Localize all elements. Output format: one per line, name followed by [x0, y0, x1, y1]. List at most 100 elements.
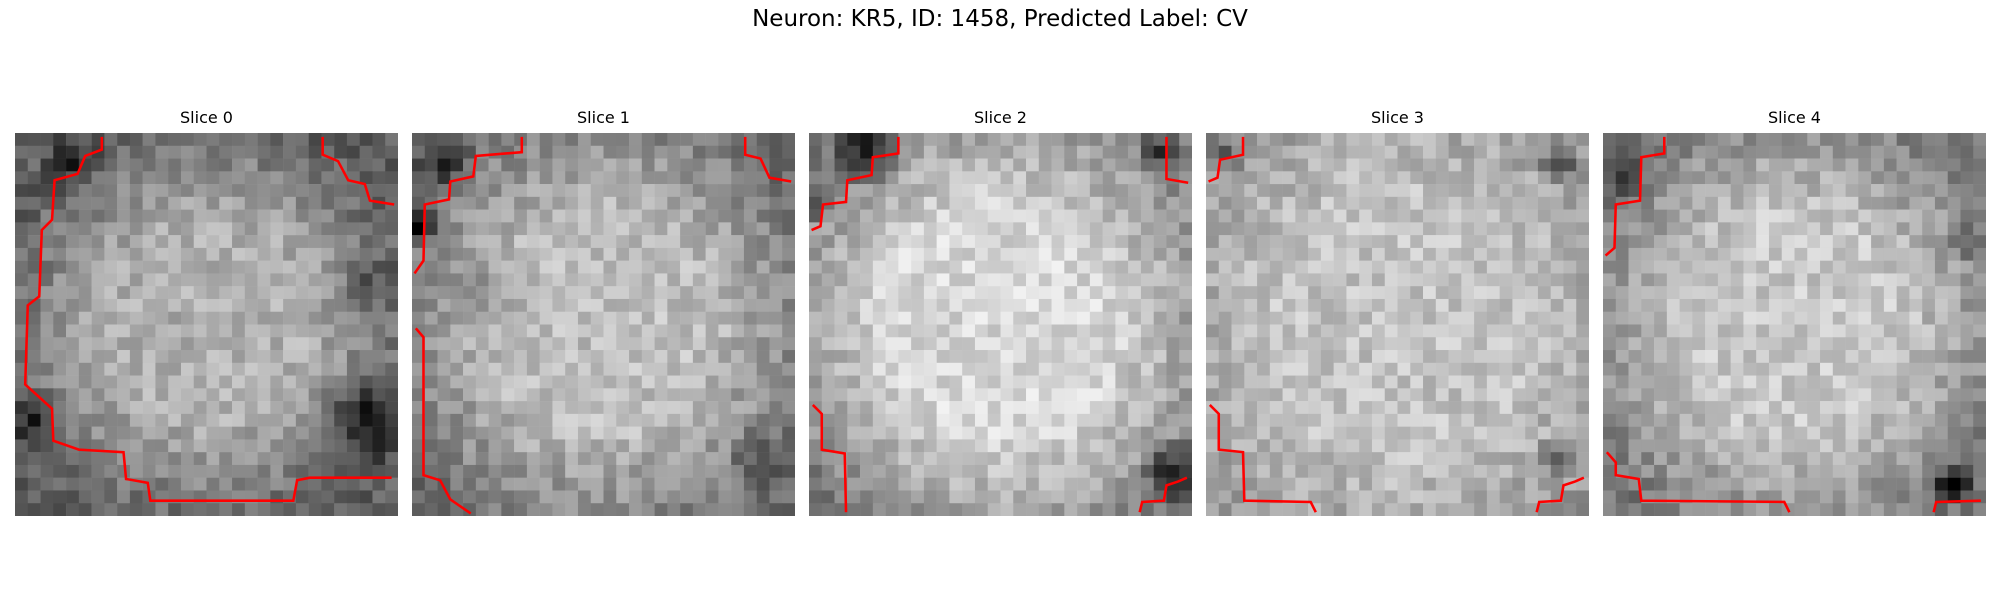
pixel — [475, 439, 489, 453]
pixel — [565, 324, 579, 338]
pixel — [1768, 452, 1782, 466]
pixel — [1423, 311, 1437, 325]
pixel — [1743, 286, 1757, 300]
pixel — [526, 439, 540, 453]
pixel — [1871, 235, 1885, 249]
pixel — [117, 439, 131, 453]
pixel — [1282, 413, 1296, 427]
pixel — [1320, 350, 1334, 364]
pixel — [860, 401, 874, 415]
pixel — [1026, 222, 1040, 236]
pixel — [1206, 222, 1220, 236]
pixel — [860, 286, 874, 300]
pixel — [1628, 298, 1642, 312]
pixel — [809, 184, 823, 198]
pixel — [885, 350, 899, 364]
pixel — [769, 222, 783, 236]
pixel — [1179, 260, 1192, 274]
pixel — [1166, 145, 1180, 159]
pixel — [412, 196, 426, 210]
pixel — [283, 324, 297, 338]
pixel — [1845, 286, 1859, 300]
pixel — [1641, 260, 1655, 274]
pixel — [117, 490, 131, 504]
pixel — [66, 426, 80, 440]
pixel — [872, 490, 886, 504]
pixel — [1563, 273, 1577, 287]
pixel — [283, 286, 297, 300]
pixel — [1000, 413, 1014, 427]
pixel — [1013, 388, 1027, 402]
pixel — [193, 401, 207, 415]
pixel — [1563, 350, 1577, 364]
slice-title-1: Slice 1 — [577, 108, 630, 127]
pixel — [1807, 133, 1821, 147]
pixel — [552, 247, 566, 261]
pixel — [1654, 362, 1668, 376]
pixel — [1858, 362, 1872, 376]
pixel — [1333, 133, 1347, 147]
pixel — [1397, 337, 1411, 351]
pixel — [1717, 184, 1731, 198]
pixel — [1883, 286, 1897, 300]
pixel — [936, 439, 950, 453]
pixel — [1448, 503, 1462, 516]
pixel — [1282, 503, 1296, 516]
pixel — [949, 145, 963, 159]
pixel — [1820, 362, 1834, 376]
pixel — [1051, 196, 1065, 210]
pixel — [27, 133, 41, 147]
pixel — [27, 413, 41, 427]
pixel — [1231, 235, 1245, 249]
pixel — [40, 286, 54, 300]
pixel — [1346, 286, 1360, 300]
pixel — [346, 298, 360, 312]
pixel — [475, 413, 489, 427]
pixel — [552, 401, 566, 415]
pixel — [1051, 503, 1065, 516]
pixel — [565, 426, 579, 440]
pixel — [1115, 439, 1129, 453]
pixel — [1525, 401, 1539, 415]
pixel — [1832, 337, 1846, 351]
pixel — [334, 337, 348, 351]
pixel — [1973, 426, 1986, 440]
pixel — [1295, 298, 1309, 312]
pixel — [308, 222, 322, 236]
pixel — [1654, 184, 1668, 198]
pixel — [1717, 464, 1731, 478]
pixel — [1781, 260, 1795, 274]
pixel — [1781, 490, 1795, 504]
pixel — [1692, 426, 1706, 440]
pixel — [450, 286, 464, 300]
pixel — [193, 452, 207, 466]
pixel — [667, 158, 681, 172]
pixel — [334, 222, 348, 236]
pixel — [1295, 375, 1309, 389]
pixel — [270, 273, 284, 287]
pixel — [923, 298, 937, 312]
pixel — [1871, 171, 1885, 185]
pixel — [66, 286, 80, 300]
pixel — [1410, 490, 1424, 504]
pixel — [1832, 222, 1846, 236]
pixel — [1102, 426, 1116, 440]
pixel — [1807, 426, 1821, 440]
pixel — [501, 337, 515, 351]
pixel — [1218, 337, 1232, 351]
pixel — [1206, 133, 1220, 147]
pixel — [1603, 145, 1617, 159]
pixel — [1807, 401, 1821, 415]
pixel — [1883, 362, 1897, 376]
pixel — [257, 209, 271, 223]
pixel — [1576, 439, 1589, 453]
pixel — [692, 477, 706, 491]
pixel — [1371, 490, 1385, 504]
pixel — [1845, 145, 1859, 159]
pixel — [705, 196, 719, 210]
pixel — [1756, 388, 1770, 402]
pixel — [834, 362, 848, 376]
pixel — [1499, 464, 1513, 478]
pixel — [898, 298, 912, 312]
pixel — [731, 145, 745, 159]
